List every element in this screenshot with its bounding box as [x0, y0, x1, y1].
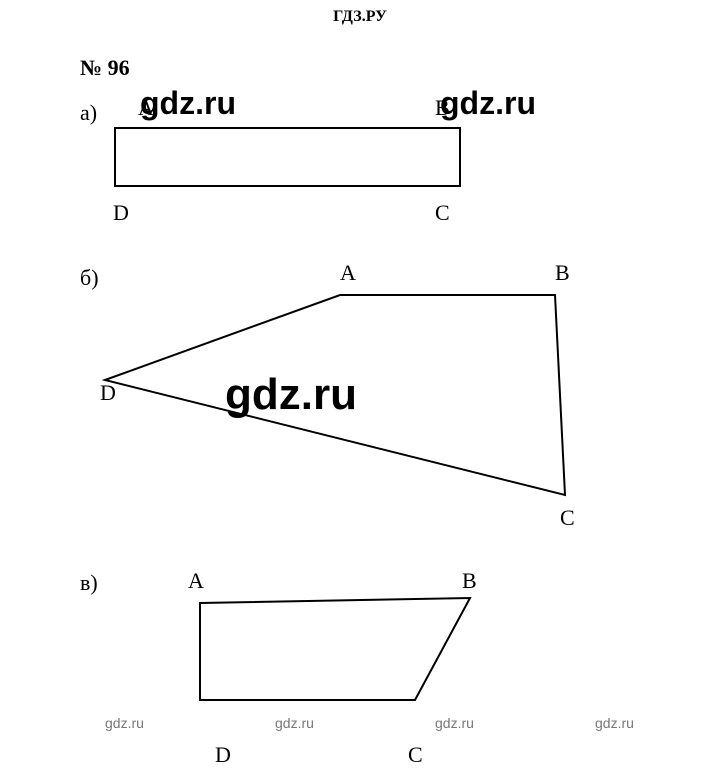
- watermark-small-1: gdz.ru: [275, 715, 314, 731]
- watermark-large-1: gdz.ru: [440, 85, 536, 122]
- watermark-large-2: gdz.ru: [225, 370, 357, 420]
- vertex-v-C: C: [408, 742, 423, 768]
- shape-v-polygon: [0, 0, 720, 782]
- watermark-large-0: gdz.ru: [140, 85, 236, 122]
- vertex-v-B: B: [462, 568, 477, 594]
- vertex-v-D: D: [215, 742, 231, 768]
- vertex-v-A: A: [188, 568, 204, 594]
- watermark-small-3: gdz.ru: [595, 715, 634, 731]
- poly-v: [200, 598, 470, 700]
- watermark-small-0: gdz.ru: [105, 715, 144, 731]
- watermark-small-2: gdz.ru: [435, 715, 474, 731]
